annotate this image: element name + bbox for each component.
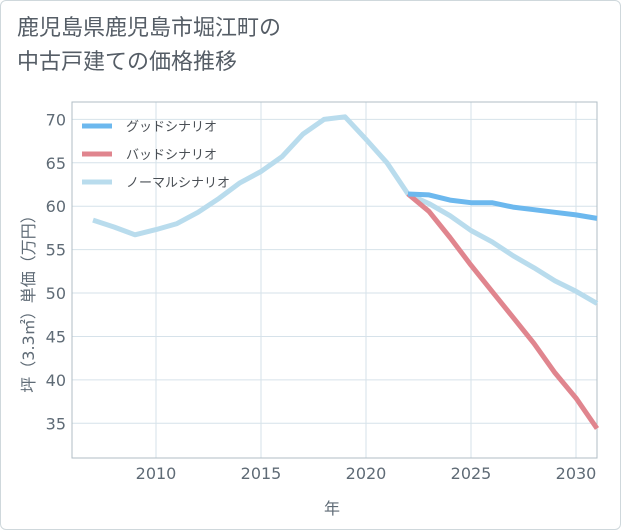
x-tick-label: 2010: [136, 464, 177, 483]
series-lines: [92, 114, 600, 430]
series-line: [406, 192, 600, 430]
y-tick-label: 35: [46, 414, 66, 433]
legend-label: ノーマルシナリオ: [126, 176, 230, 191]
y-tick-label: 55: [46, 241, 66, 260]
series-line: [92, 114, 599, 306]
y-tick-label: 40: [46, 371, 66, 390]
y-tick-label: 65: [46, 154, 66, 173]
x-axis-label: 年: [324, 499, 340, 518]
y-axis-label: 坪（3.3㎡）単価（万円）: [19, 207, 38, 392]
y-tick-label: 45: [46, 327, 66, 346]
y-tick-label: 70: [46, 110, 66, 129]
legend-label: グッドシナリオ: [126, 120, 217, 135]
y-tick-label: 60: [46, 197, 66, 216]
y-tick-label: 50: [46, 284, 66, 303]
series-line: [407, 191, 598, 221]
x-tick-label: 2025: [451, 464, 492, 483]
plot-area-border: [71, 101, 598, 459]
x-tick-labels: 2010 2015 2020 2025 2030: [136, 464, 597, 483]
legend-label: バッドシナリオ: [126, 148, 217, 163]
x-tick-label: 2030: [556, 464, 597, 483]
x-tick-label: 2020: [346, 464, 387, 483]
chart-title: 鹿児島県鹿児島市堀江町の 中古戸建ての価格推移: [17, 16, 282, 75]
x-tick-label: 2015: [241, 464, 282, 483]
grid: [72, 102, 597, 458]
y-tick-labels: 35 40 45 50 55 60 65 70: [46, 110, 66, 433]
